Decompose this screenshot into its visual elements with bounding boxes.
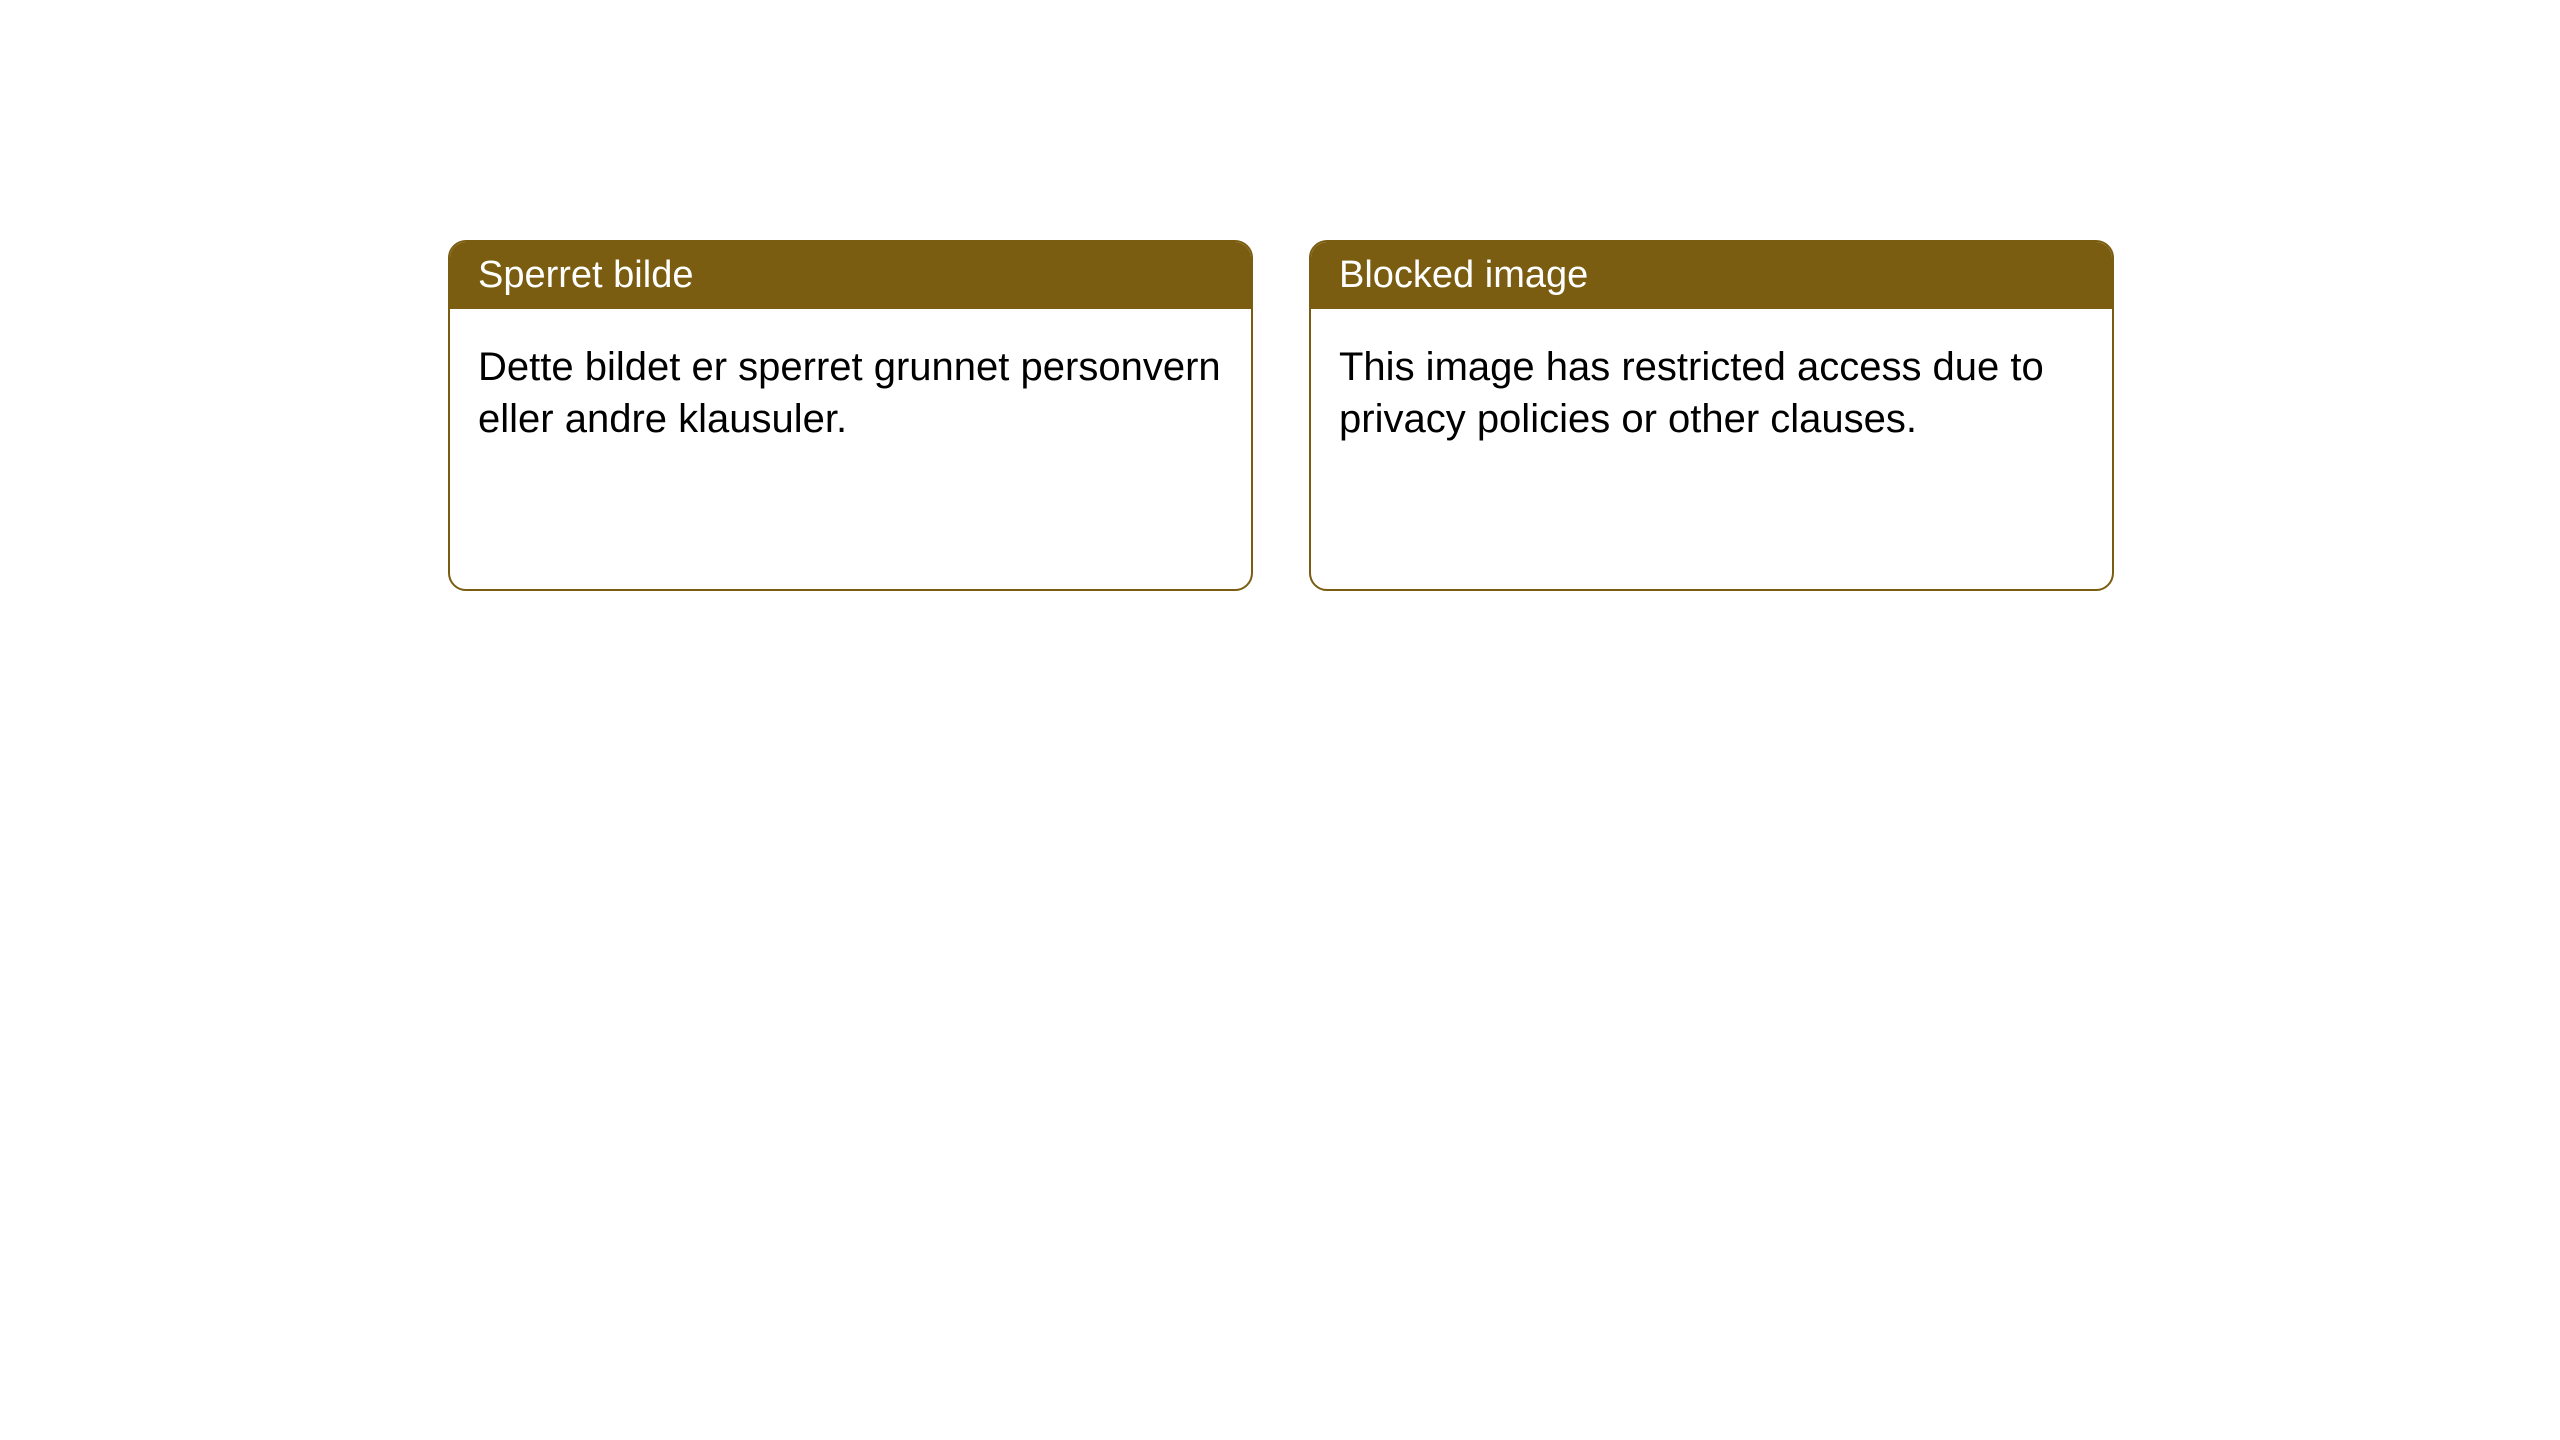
blocked-image-card-english: Blocked image This image has restricted … xyxy=(1309,240,2114,591)
card-text-english: This image has restricted access due to … xyxy=(1339,345,2044,441)
card-body-english: This image has restricted access due to … xyxy=(1311,309,2112,589)
card-header-norwegian: Sperret bilde xyxy=(450,242,1251,309)
card-body-norwegian: Dette bildet er sperret grunnet personve… xyxy=(450,309,1251,589)
notice-cards-container: Sperret bilde Dette bildet er sperret gr… xyxy=(448,240,2114,591)
card-header-english: Blocked image xyxy=(1311,242,2112,309)
card-text-norwegian: Dette bildet er sperret grunnet personve… xyxy=(478,345,1221,441)
card-title-english: Blocked image xyxy=(1339,254,1588,296)
blocked-image-card-norwegian: Sperret bilde Dette bildet er sperret gr… xyxy=(448,240,1253,591)
card-title-norwegian: Sperret bilde xyxy=(478,254,693,296)
